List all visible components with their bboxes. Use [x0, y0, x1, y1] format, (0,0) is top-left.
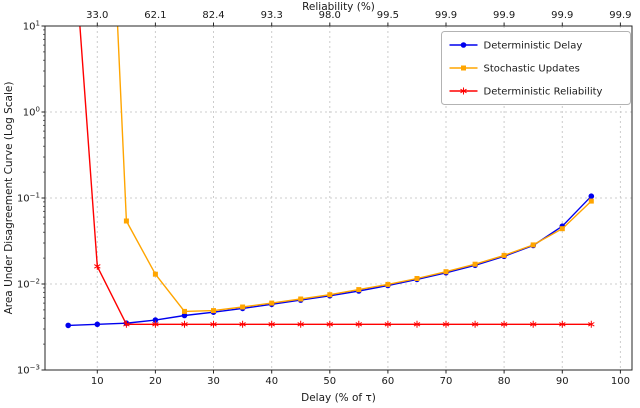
top-tick-label: 99.9: [493, 10, 515, 21]
legend-marker-square: [461, 65, 466, 71]
marker-asterisk: [181, 320, 188, 328]
x-tick-label: 80: [498, 376, 511, 387]
top-tick-label: 99.9: [551, 10, 573, 21]
x-tick-label: 20: [149, 376, 162, 387]
top-tick-label: 93.3: [261, 10, 283, 21]
marker-asterisk: [471, 320, 479, 328]
legend-item: Deterministic Delay: [449, 41, 583, 52]
legend-box: [441, 31, 631, 105]
marker-circle: [181, 312, 188, 319]
top-tick-label: 82.4: [202, 10, 224, 21]
marker-square: [327, 292, 333, 298]
marker-circle: [94, 321, 101, 328]
legend-marker-circle: [460, 42, 467, 48]
marker-asterisk: [210, 320, 217, 328]
legend: Deterministic Delay Stochastic Updates Det…: [441, 31, 631, 105]
top-axis-label: Reliability (%): [302, 1, 375, 13]
marker-square: [123, 218, 129, 224]
top-tick-label: 62.1: [144, 10, 166, 21]
marker-square: [472, 261, 478, 267]
marker-asterisk: [413, 320, 421, 328]
top-tick-label: 33.0: [86, 10, 108, 21]
top-tick-label: 99.9: [435, 10, 457, 21]
marker-square: [269, 300, 275, 306]
marker-asterisk: [239, 320, 246, 328]
marker-asterisk: [500, 320, 508, 328]
legend-item: Stochastic Updates: [449, 64, 580, 75]
marker-square: [356, 287, 362, 293]
x-axis-label: Delay (% of τ): [301, 392, 376, 404]
top-tick-label: 99.9: [609, 10, 631, 21]
x-tick-label: 30: [207, 376, 220, 387]
top-tick-label: 99.5: [377, 10, 399, 21]
marker-asterisk: [94, 262, 101, 270]
marker-asterisk: [384, 320, 392, 328]
legend-item: Deterministic Reliability: [449, 87, 603, 98]
marker-asterisk: [326, 320, 334, 328]
ticks: [41, 22, 621, 374]
marker-asterisk: [529, 320, 537, 328]
marker-square: [385, 281, 391, 287]
top-tick-label: 98.0: [319, 10, 341, 21]
marker-square: [152, 271, 158, 277]
legend-marker-asterisk: [460, 87, 467, 95]
marker-square: [443, 269, 449, 275]
marker-asterisk: [588, 320, 595, 328]
x-tick-label: 70: [440, 376, 453, 387]
marker-square: [182, 308, 187, 314]
legend-label: Deterministic Delay: [484, 41, 583, 52]
series-deterministic-reliability: [79, 26, 595, 328]
marker-square: [588, 198, 594, 204]
marker-asterisk: [268, 320, 275, 328]
series-layer: [65, 26, 595, 329]
marker-square: [414, 276, 420, 281]
marker-square: [211, 308, 216, 314]
series-stochastic-updates: [116, 26, 594, 314]
series-line: [116, 26, 592, 313]
marker-square: [530, 242, 536, 248]
marker-square: [559, 226, 565, 232]
marker-circle: [65, 322, 71, 329]
x-tick-label: 40: [265, 376, 278, 387]
legend-label: Stochastic Updates: [484, 64, 580, 75]
grid: [45, 25, 632, 371]
x-tick-label: 50: [323, 376, 336, 387]
x-tick-label: 90: [556, 376, 569, 387]
marker-asterisk: [355, 320, 363, 328]
x-tick-label: 60: [382, 376, 395, 387]
x-tick-label: 10: [91, 376, 104, 387]
marker-asterisk: [442, 320, 450, 328]
marker-asterisk: [123, 320, 130, 328]
marker-asterisk: [559, 320, 566, 328]
marker-square: [240, 304, 246, 310]
marker-square: [501, 252, 507, 258]
x-tick-label: 100: [611, 376, 630, 387]
marker-square: [298, 296, 304, 302]
marker-circle: [152, 317, 159, 323]
marker-asterisk: [297, 320, 304, 328]
legend-label: Deterministic Reliability: [484, 87, 603, 98]
marker-asterisk: [152, 320, 159, 328]
y-axis-label: Area Under Disagreement Curve (Log Scale…: [3, 82, 15, 315]
marker-circle: [588, 193, 595, 199]
